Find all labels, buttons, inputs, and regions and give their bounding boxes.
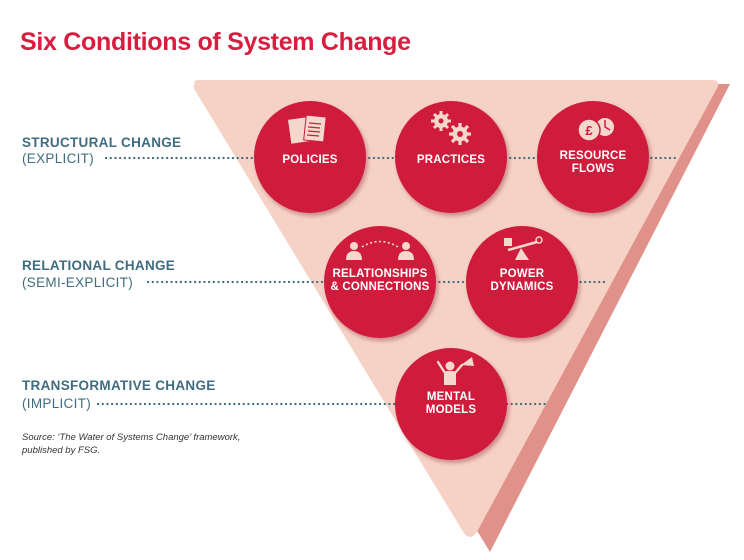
- relational-change-label: RELATIONAL CHANGE: [22, 258, 176, 273]
- people-connection-icon: [346, 240, 414, 260]
- svg-text:£: £: [585, 123, 593, 138]
- policies-label: POLICIES: [282, 154, 338, 166]
- relational-change-sub: (SEMI-EXPLICIT): [22, 275, 134, 290]
- structural-change-label: STRUCTURAL CHANGE: [22, 135, 182, 150]
- policies-circle: [254, 101, 366, 213]
- document-icon: [286, 114, 327, 145]
- gears-icon: [431, 111, 471, 145]
- transformative-change-sub: (IMPLICIT): [22, 396, 91, 411]
- source-note: Source: ‘The Water of Systems Change’ fr…: [22, 432, 241, 456]
- balance-scale-icon: [504, 236, 543, 260]
- structural-change-sub: (EXPLICIT): [22, 151, 95, 166]
- page-title: Six Conditions of System Change: [20, 28, 411, 56]
- practices-label: PRACTICES: [416, 154, 486, 166]
- resource-flows-label: RESOURCE FLOWS: [559, 150, 627, 175]
- resource-flows-circle: [537, 101, 649, 213]
- power-dynamics-circle: [466, 226, 578, 338]
- mental-models-label: MENTAL MODELS: [425, 391, 477, 416]
- practices-circle: [395, 101, 507, 213]
- relationships-connections-label: RELATIONSHIPS & CONNECTIONS: [330, 268, 430, 293]
- transformative-change-label: TRANSFORMATIVE CHANGE: [22, 378, 216, 393]
- megaphone-person-icon: [436, 357, 474, 385]
- mental-models-circle: [395, 348, 507, 460]
- pound-coin-clock-icon: £: [577, 118, 614, 142]
- power-dynamics-label: POWER DYNAMICS: [490, 268, 554, 293]
